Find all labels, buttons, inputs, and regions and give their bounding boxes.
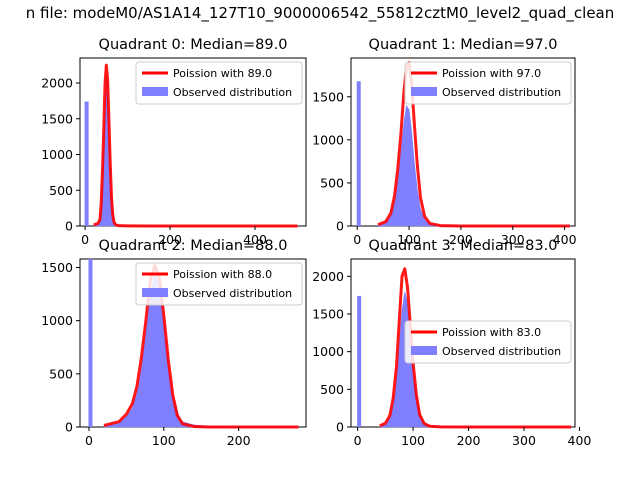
subplot-title: Quadrant 1: Median=97.0 — [369, 37, 558, 53]
legend-box — [135, 61, 303, 105]
subplot-title: Quadrant 3: Median=83.0 — [369, 238, 558, 254]
spike-bar — [88, 259, 93, 427]
legend: Poission with 83.0 Observed distribution — [404, 320, 572, 364]
legend: Poission with 97.0 Observed distribution — [404, 61, 572, 105]
legend-label-poisson: Poission with 83.0 — [442, 326, 541, 339]
y-tick-label: 0 — [65, 219, 73, 234]
x-tick-label: 0 — [85, 433, 93, 448]
x-tick-label: 400 — [568, 433, 592, 448]
legend-box — [135, 262, 303, 306]
y-tick-label: 0 — [336, 420, 344, 435]
y-tick-label: 0 — [65, 420, 73, 435]
x-tick-label: 200 — [158, 232, 182, 247]
legend-patch-swatch — [411, 87, 437, 96]
subplot-2: Quadrant 2: Median=88.0 0 100 200 0 500 1000 15… — [41, 238, 307, 448]
x-tick-label: 0 — [81, 232, 89, 247]
legend-box — [404, 61, 572, 105]
legend-patch-swatch — [411, 346, 437, 355]
subplot-3: Quadrant 3: Median=83.0 0 100 200 300 400 0 500… — [312, 238, 591, 448]
legend-label-poisson: Poission with 89.0 — [173, 67, 272, 80]
y-tick-label: 1500 — [312, 89, 344, 104]
x-tick-label: 0 — [353, 232, 361, 247]
spike-bar — [357, 295, 362, 427]
subplot-title: Quadrant 2: Median=88.0 — [99, 238, 288, 254]
y-tick-label: 2000 — [312, 269, 344, 284]
y-tick-label: 1500 — [312, 306, 344, 321]
y-tick-label: 500 — [320, 175, 344, 190]
legend: Poission with 88.0 Observed distribution — [135, 262, 303, 306]
figure-title: n file: modeM0/AS1A14_127T10_9000006542_… — [26, 4, 615, 23]
x-tick-label: 400 — [243, 232, 267, 247]
x-tick-label: 200 — [449, 232, 473, 247]
subplot-title: Quadrant 0: Median=89.0 — [99, 37, 288, 53]
x-tick-label: 400 — [553, 232, 577, 247]
x-tick-label: 0 — [354, 433, 362, 448]
x-tick-label: 100 — [152, 433, 176, 448]
x-tick-label: 300 — [512, 433, 536, 448]
y-tick-label: 500 — [49, 366, 73, 381]
y-tick-label: 1000 — [312, 132, 344, 147]
legend-label-observed: Observed distribution — [173, 86, 292, 99]
y-tick-label: 1000 — [312, 344, 344, 359]
y-tick-label: 500 — [320, 382, 344, 397]
legend-patch-swatch — [142, 288, 168, 297]
legend: Poission with 89.0 Observed distribution — [135, 61, 303, 105]
legend-label-poisson: Poission with 97.0 — [442, 67, 541, 80]
poisson-curve — [93, 63, 298, 228]
subplot-1: Quadrant 1: Median=97.0 0 100 200 300 400 0 500… — [312, 37, 576, 247]
legend-label-observed: Observed distribution — [173, 287, 292, 300]
y-tick-label: 0 — [336, 219, 344, 234]
x-tick-label: 200 — [227, 433, 251, 448]
legend-label-observed: Observed distribution — [442, 345, 561, 358]
observed-distribution — [377, 104, 571, 227]
x-tick-label: 300 — [501, 232, 525, 247]
y-tick-label: 1500 — [41, 260, 73, 275]
y-tick-label: 2000 — [41, 76, 73, 91]
spike-bar — [84, 101, 89, 226]
subplot-0: Quadrant 0: Median=89.0 0 200 400 0 500 1000 15… — [41, 37, 307, 247]
legend-label-observed: Observed distribution — [442, 86, 561, 99]
y-tick-label: 1500 — [41, 111, 73, 126]
legend-patch-swatch — [142, 87, 168, 96]
y-tick-label: 1000 — [41, 313, 73, 328]
x-tick-label: 100 — [397, 232, 421, 247]
legend-box — [404, 320, 572, 364]
y-tick-label: 500 — [49, 183, 73, 198]
legend-label-poisson: Poission with 88.0 — [173, 268, 272, 281]
x-tick-label: 100 — [401, 433, 425, 448]
x-tick-label: 200 — [457, 433, 481, 448]
spike-bar — [356, 81, 361, 226]
y-tick-label: 1000 — [41, 147, 73, 162]
